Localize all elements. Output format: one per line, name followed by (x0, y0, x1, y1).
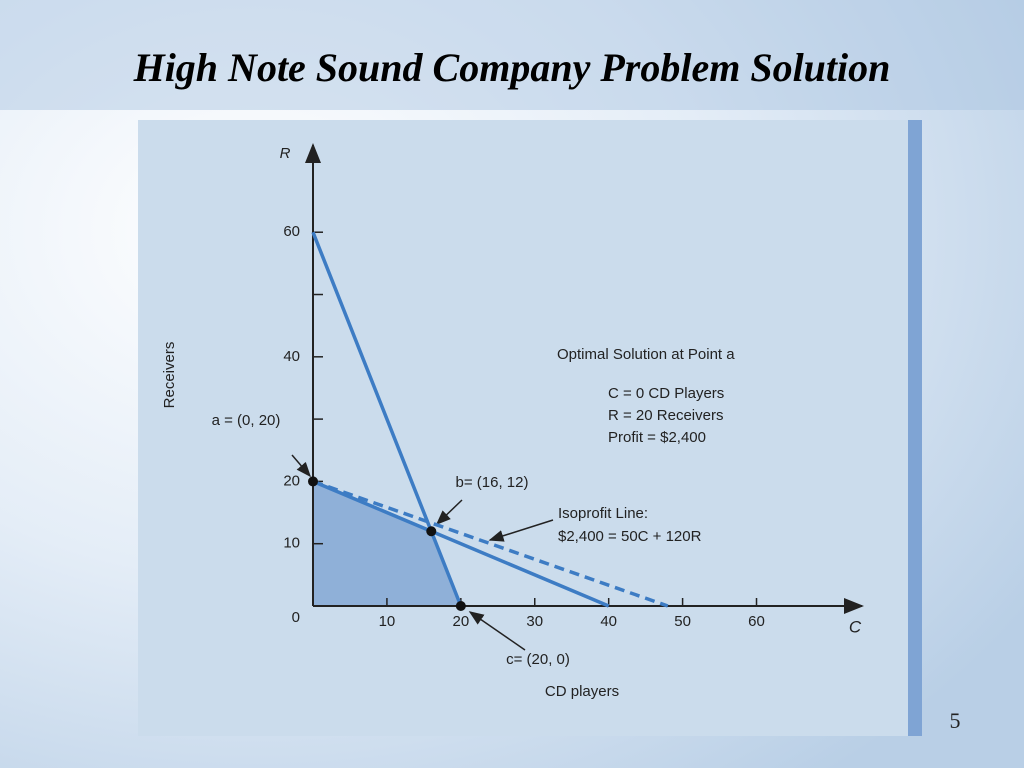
constraint-line (312, 479, 669, 608)
x-axis-symbol: C (849, 617, 862, 636)
x-axis-label: CD players (545, 683, 619, 700)
point-label: c= (20, 0) (506, 651, 570, 668)
y-tick-label: 0 (292, 609, 300, 626)
constraint-line (312, 479, 610, 608)
pointer-isoprofit (488, 519, 554, 542)
point-label: b= (16, 12) (456, 474, 529, 491)
y-tick-label: 10 (283, 535, 300, 552)
y-tick-label: 60 (283, 223, 300, 240)
annotation: Isoprofit Line: (558, 505, 648, 522)
point-label: a = (0, 20) (212, 412, 281, 429)
feasible-region (313, 481, 461, 606)
page-number: 5 (950, 708, 961, 733)
x-tick-label: 50 (674, 613, 691, 630)
panel-shadow (906, 120, 922, 736)
slide-title: High Note Sound Company Problem Solution (133, 45, 891, 90)
x-tick-label: 40 (600, 613, 617, 630)
annotation: $2,400 = 50C + 120R (558, 528, 702, 545)
pointer-a (291, 454, 311, 478)
annotation: R = 20 Receivers (608, 407, 723, 424)
y-tick-label: 40 (283, 348, 300, 365)
constraint-line (311, 231, 463, 607)
corner-point (308, 476, 318, 487)
header-band (0, 0, 1024, 110)
x-tick-label: 30 (526, 613, 543, 630)
pointer-c (468, 611, 526, 651)
x-tick-label: 20 (452, 613, 469, 630)
x-tick-label: 60 (748, 613, 765, 630)
y-axis-symbol: R (280, 145, 291, 162)
x-tick-label: 10 (379, 613, 396, 630)
corner-point (426, 526, 437, 537)
annotation: C = 0 CD Players (608, 385, 724, 402)
pointer-b (435, 499, 463, 526)
annotation: Profit = $2,400 (608, 429, 706, 446)
y-axis-label: Receivers (161, 342, 178, 409)
corner-point (455, 601, 466, 611)
y-tick-label: 20 (283, 472, 300, 489)
annotation: Optimal Solution at Point a (557, 346, 735, 363)
chart-panel (138, 120, 908, 736)
